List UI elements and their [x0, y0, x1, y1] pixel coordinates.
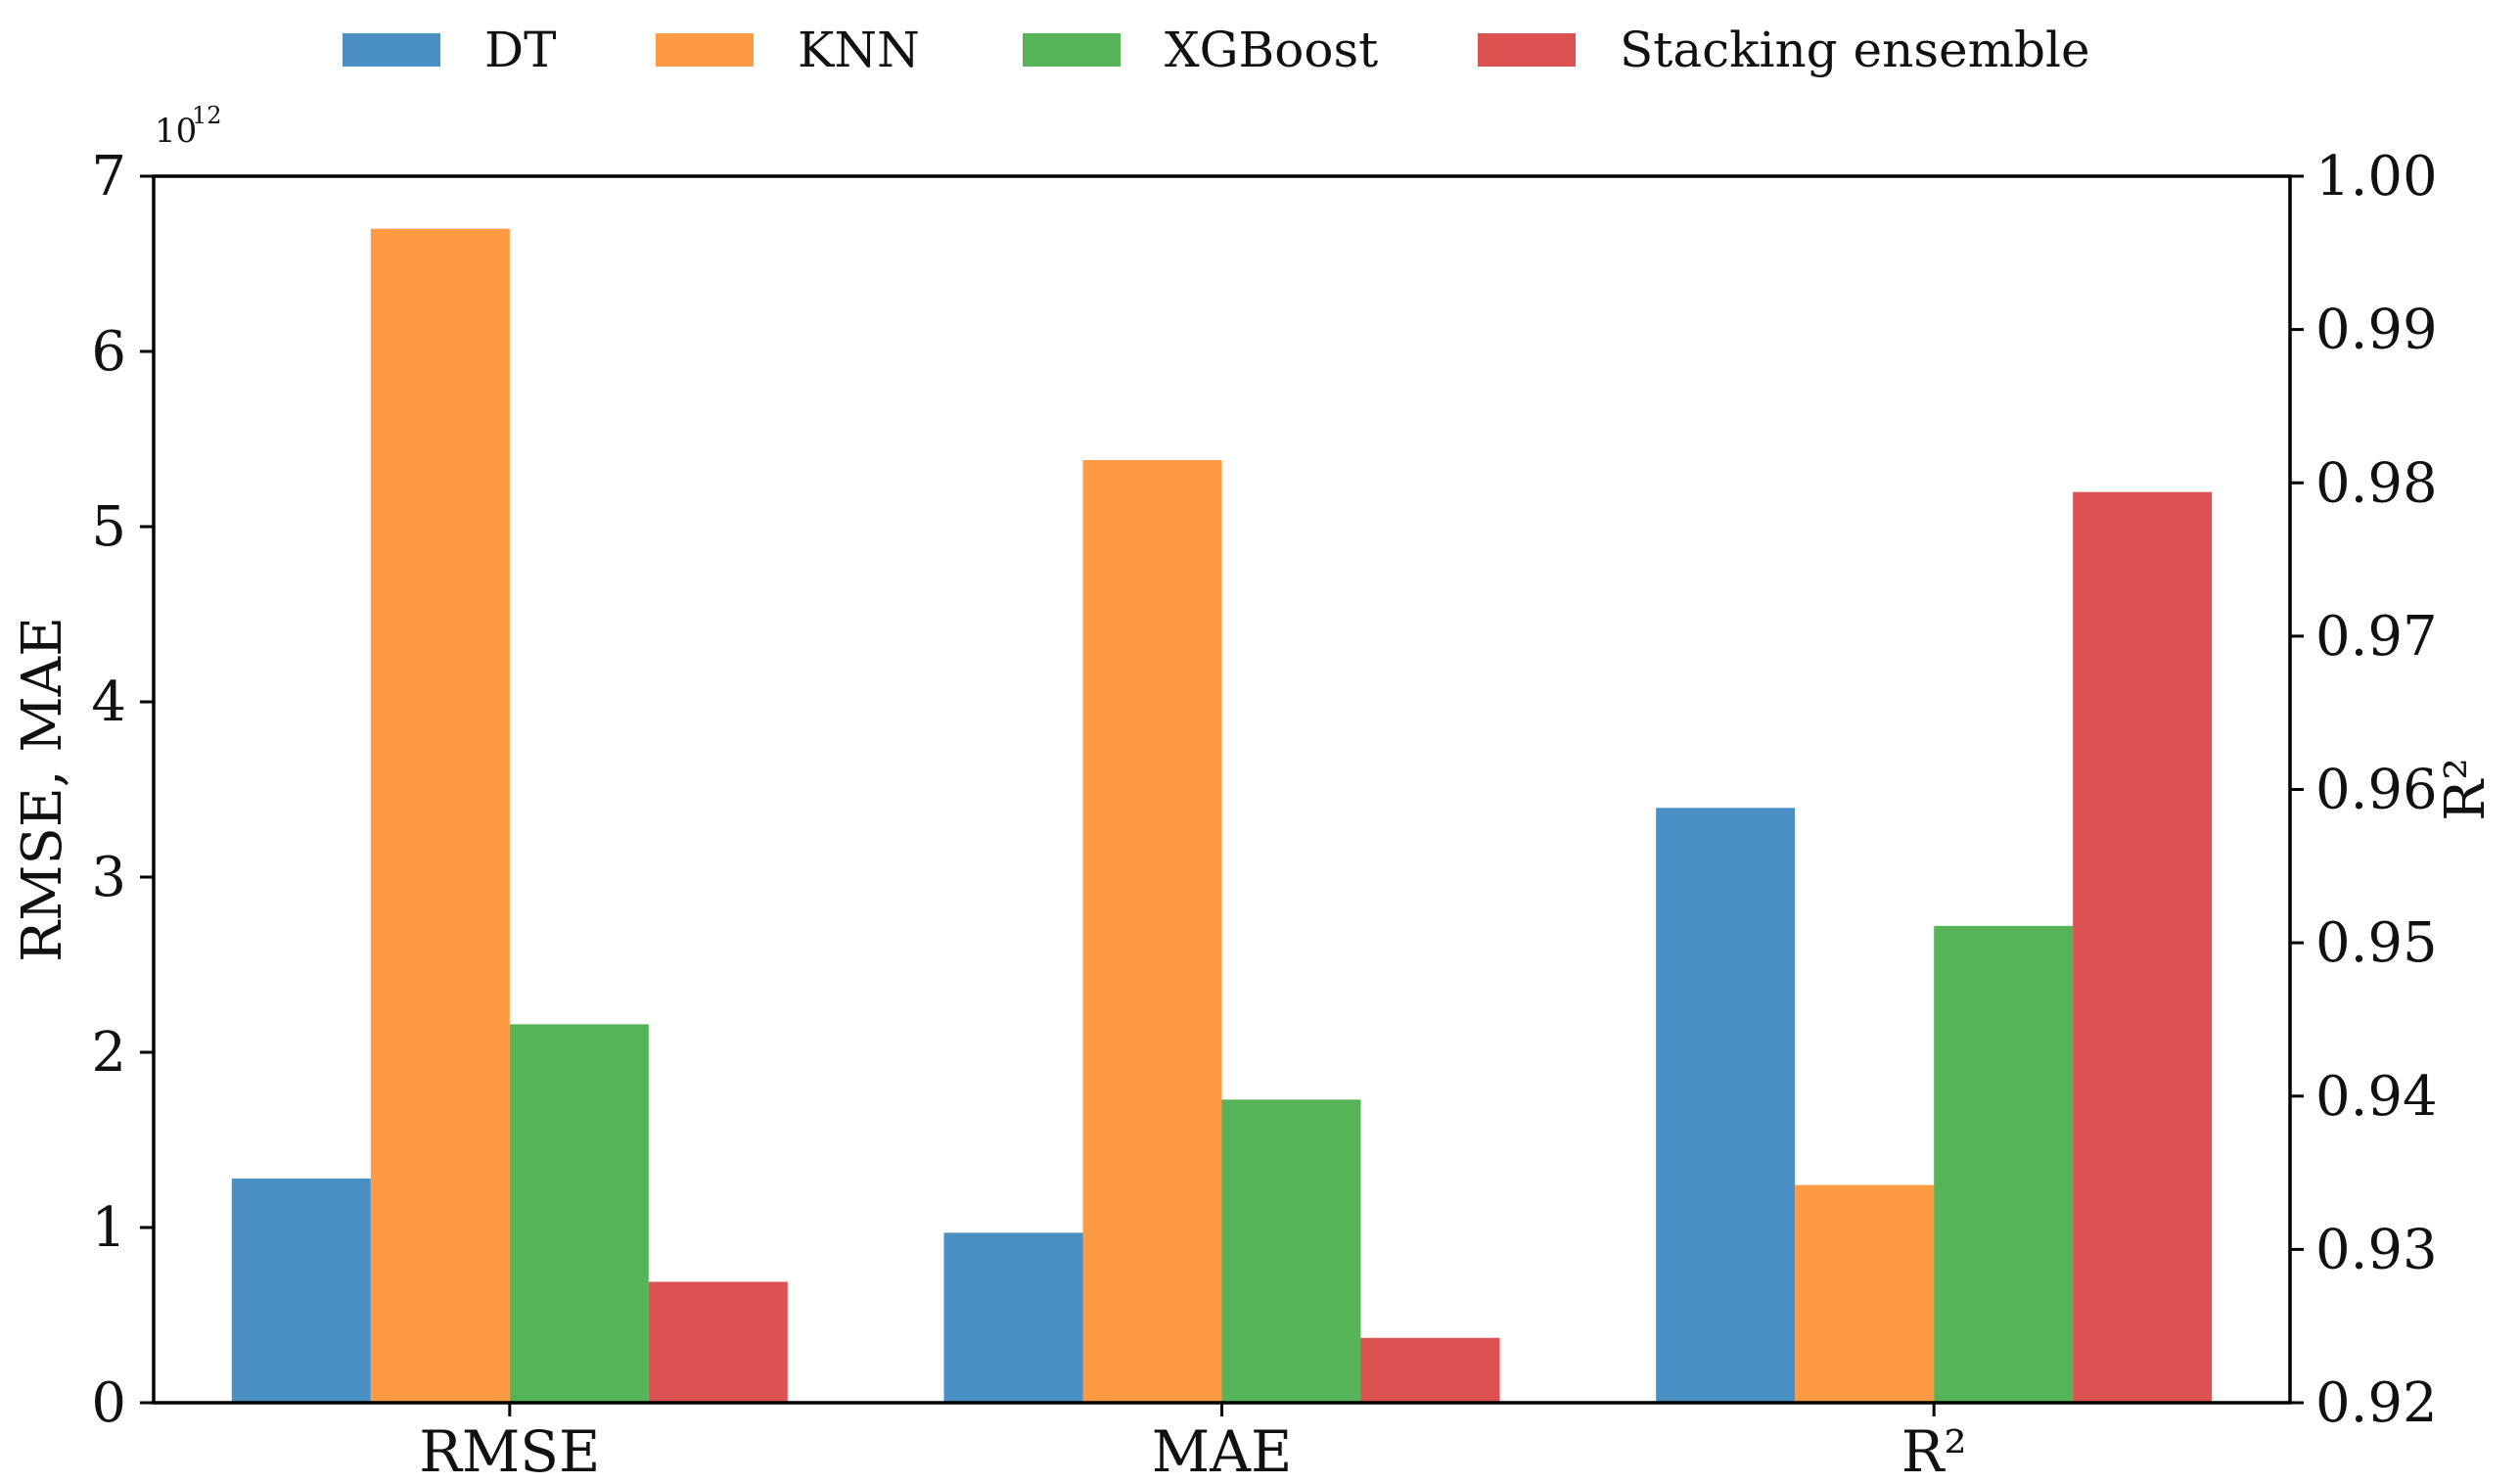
right-tick-label: 0.95 — [2315, 911, 2438, 975]
left-tick-label: 5 — [91, 495, 126, 559]
left-tick-label: 3 — [91, 846, 126, 909]
right-tick-label: 0.98 — [2315, 451, 2438, 515]
legend-label-dt: DT — [484, 22, 556, 78]
left-tick-label: 7 — [91, 145, 126, 209]
bars-group — [231, 228, 2213, 1404]
legend: DT KNN XGBoost Stacking ensemble — [343, 22, 2090, 78]
bar-dt-0 — [231, 1178, 371, 1403]
left-axis-title: RMSE, MAE — [11, 617, 74, 962]
bar-stacking-ensemble-1 — [1360, 1337, 1500, 1403]
axis-exponent-label: 10 12 — [155, 102, 222, 151]
legend-swatch-stacking-ensemble — [1478, 33, 1576, 67]
bar-dt-2 — [1656, 808, 1796, 1403]
right-tick-label: 0.93 — [2315, 1218, 2438, 1281]
legend-swatch-xgboost — [1023, 33, 1121, 67]
right-tick-label: 0.97 — [2315, 605, 2438, 669]
legend-label-knn: KNN — [798, 22, 920, 78]
bar-xgboost-2 — [1934, 925, 2074, 1403]
left-tick-label: 4 — [91, 671, 126, 734]
plot-frame — [152, 174, 2292, 1405]
right-tick-label: 0.99 — [2315, 299, 2438, 362]
left-tick-label: 0 — [91, 1371, 126, 1435]
x-tick-label: MAE — [1152, 1418, 1293, 1483]
exponent-base: 10 — [155, 112, 197, 151]
left-tick-label: 1 — [91, 1196, 126, 1260]
legend-label-xgboost: XGBoost — [1165, 22, 1378, 78]
legend-swatch-dt — [343, 33, 440, 67]
bar-stacking-ensemble-2 — [2073, 491, 2213, 1404]
ticks-group: RMSE MAE R² 0 1 2 3 4 5 6 7 0.92 0.93 0.94 0.95 0.96 0.9… — [91, 145, 2437, 1483]
bar-xgboost-0 — [509, 1024, 649, 1403]
bar-knn-2 — [1795, 1184, 1935, 1403]
bar-knn-0 — [370, 228, 510, 1404]
left-tick-label: 2 — [91, 1021, 126, 1085]
right-axis-title: R² — [2434, 758, 2497, 821]
bar-dt-1 — [943, 1232, 1083, 1403]
right-tick-label: 0.92 — [2315, 1371, 2438, 1435]
bar-stacking-ensemble-0 — [648, 1281, 788, 1403]
bar-xgboost-1 — [1221, 1099, 1361, 1403]
x-tick-label: RMSE — [419, 1418, 600, 1483]
exponent-power: 12 — [192, 102, 222, 129]
left-tick-label: 6 — [91, 320, 126, 384]
legend-swatch-knn — [656, 33, 754, 67]
bar-knn-1 — [1082, 459, 1222, 1404]
legend-label-stacking-ensemble: Stacking ensemble — [1620, 22, 2090, 78]
right-tick-label: 0.94 — [2315, 1065, 2438, 1129]
x-tick-label: R² — [1901, 1418, 1967, 1483]
right-tick-label: 1.00 — [2315, 145, 2438, 209]
right-tick-label: 0.96 — [2315, 759, 2438, 822]
